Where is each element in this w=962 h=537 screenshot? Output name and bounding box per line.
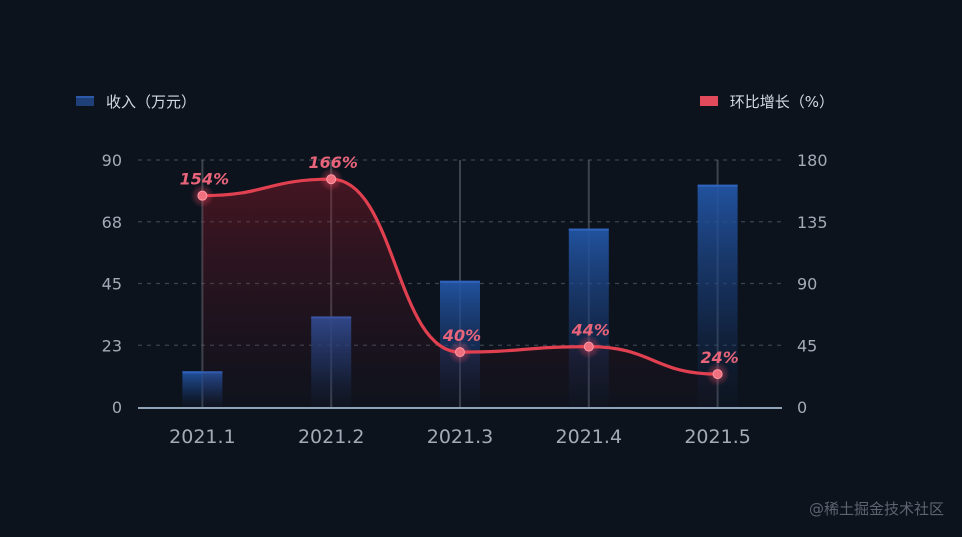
data-label: 40% <box>442 326 481 345</box>
x-tick-label: 2021.3 <box>427 426 493 448</box>
line-series <box>190 167 730 387</box>
data-label: 154% <box>180 170 229 189</box>
y-left-tick-label: 23 <box>102 336 122 355</box>
line-point <box>326 174 337 185</box>
x-tick-label: 2021.4 <box>556 426 622 448</box>
y-left-tick-label: 68 <box>102 213 122 232</box>
bar-top <box>697 184 738 187</box>
data-label: 44% <box>571 321 610 340</box>
legend-label-revenue: 收入（万元） <box>106 92 197 111</box>
x-tick-label: 2021.5 <box>684 426 750 448</box>
legend-item-revenue[interactable]: 收入（万元） <box>76 90 196 112</box>
series-line <box>200 177 720 376</box>
data-labels: 154% 166% 40% 44% 24% <box>180 153 739 367</box>
y-left-tick-label: 45 <box>102 275 122 294</box>
line-point <box>455 347 465 358</box>
legend-line-swatch <box>699 96 718 106</box>
y-left-tick-label: 0 <box>112 398 122 417</box>
y-right-tick-label: 0 <box>797 398 807 417</box>
x-tick-label: 2021.2 <box>298 426 364 448</box>
line-point <box>583 341 594 352</box>
y-right-tick-label: 180 <box>797 151 828 170</box>
legend-label-growth: 环比增长（%） <box>729 92 834 111</box>
bar-top <box>568 228 609 231</box>
y-left-tick-label: 90 <box>102 151 122 170</box>
y-right-tick-label: 45 <box>797 336 817 355</box>
legend-item-growth[interactable]: 环比增长（%） <box>699 90 834 112</box>
bar-top <box>440 280 480 283</box>
x-tick-label: 2021.1 <box>169 426 235 448</box>
data-label: 24% <box>700 348 738 367</box>
data-label: 166% <box>308 153 357 172</box>
watermark: @稀土掘金技术社区 <box>808 500 944 518</box>
axes: 0 0 23 45 45 90 68 135 90 180 2021.1 2021.2 2021.3 20… <box>102 151 828 448</box>
line-point <box>197 190 208 201</box>
y-right-tick-label: 135 <box>797 213 828 232</box>
line-point <box>712 369 723 380</box>
legend-bar-swatch <box>76 96 94 106</box>
y-right-tick-label: 90 <box>797 275 817 294</box>
